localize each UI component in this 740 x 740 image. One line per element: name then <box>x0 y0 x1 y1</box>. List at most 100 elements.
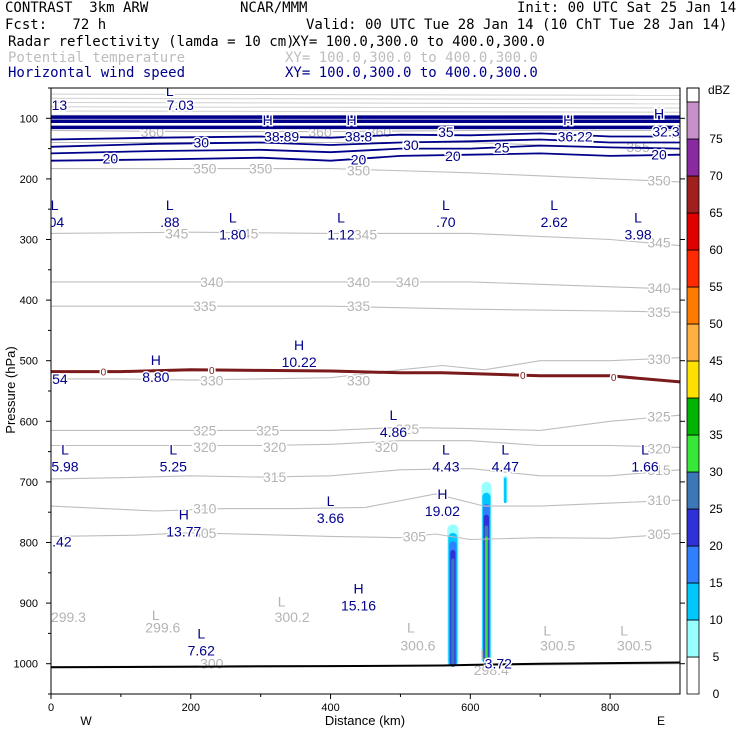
theta-min-marker: L <box>152 607 160 623</box>
colorbar-label: 75 <box>709 132 723 146</box>
colorbar-label: 70 <box>709 169 723 183</box>
extremum-value: .88 <box>160 214 180 230</box>
theta-contour-350 <box>51 168 680 183</box>
theta-label: 299.3 <box>51 609 86 625</box>
extremum-value: 15.16 <box>341 597 376 613</box>
theta-label: 330 <box>200 373 224 389</box>
extremum-value: 4.86 <box>380 424 407 440</box>
header-fcst: Fcst: 72 h <box>5 17 107 33</box>
extremum-value: 19.02 <box>425 503 460 519</box>
theta-label: 299.6 <box>145 619 180 635</box>
theta-contour-upper-3 <box>51 106 680 109</box>
wind-label: 20 <box>351 152 367 168</box>
colorbar-label: 65 <box>709 206 723 220</box>
freezing-level-line <box>51 368 680 384</box>
theta-label: 315 <box>263 469 287 485</box>
theta-min-marker: L <box>278 593 286 609</box>
x-endpoint-left: W <box>80 714 92 728</box>
colorbar-label: 55 <box>709 280 723 294</box>
y-tick-label: 600 <box>20 416 38 428</box>
extremum-value: 5.25 <box>160 459 187 475</box>
theta-contour-340 <box>51 281 680 290</box>
wind-contour-35 <box>51 132 680 141</box>
wind-label: 30 <box>193 135 209 151</box>
wind-extremum-marker: H <box>263 112 273 128</box>
extremum-marker: L <box>550 197 558 213</box>
theta-label: 350 <box>347 162 371 178</box>
theta-contour-325 <box>51 414 680 431</box>
edge-value: 2.42 <box>44 533 71 549</box>
theta-contour-upper-4 <box>51 110 680 113</box>
colorbar-label: 50 <box>709 317 723 331</box>
wind-label: 35 <box>438 124 454 140</box>
theta-contour-upper-0 <box>51 93 680 96</box>
extremum-value: 10.22 <box>282 354 317 370</box>
colorbar-swatch-55 <box>686 249 700 288</box>
colorbar-label: 35 <box>709 428 723 442</box>
x-axis-title: Distance (km) <box>325 713 405 728</box>
theta-label: 325 <box>647 408 671 424</box>
freezing-level-label: 0 <box>209 366 215 377</box>
extremum-marker: H <box>294 337 304 353</box>
theta-label: 320 <box>375 439 399 455</box>
extremum-value: 3.66 <box>317 510 344 526</box>
extremum-marker: L <box>197 625 205 641</box>
extremum-marker: L <box>442 197 450 213</box>
theta-label: 305 <box>193 525 217 541</box>
wind-label: 38.89 <box>264 128 299 144</box>
extremum-marker: L <box>641 442 649 458</box>
theta-label: 325 <box>193 422 217 438</box>
y-tick-label: 800 <box>20 538 38 550</box>
theta-label: 300 <box>200 656 224 672</box>
edge-value: .54 <box>48 371 68 387</box>
colorbar-swatch-45 <box>686 323 700 362</box>
theta-label: 330 <box>347 373 371 389</box>
wind-label: 7.03 <box>167 97 194 113</box>
y-axis-title: Pressure (hPa) <box>3 346 18 433</box>
extremum-marker: H <box>353 580 363 596</box>
colorbar-label: 25 <box>709 502 723 516</box>
extremum-value: 1.80 <box>219 227 246 243</box>
colorbar-swatch-65 <box>686 175 700 214</box>
theta-label: 340 <box>396 274 420 290</box>
theta-label: 345 <box>354 227 378 243</box>
header-init: Init: 00 UTC Sat 25 Jan 14 <box>517 0 737 16</box>
theta-label: 325 <box>256 422 280 438</box>
extremum-marker: L <box>51 197 59 213</box>
theta-label: 335 <box>193 298 217 314</box>
extremum-value: 4.47 <box>492 459 519 475</box>
theta-label: 340 <box>200 274 224 290</box>
colorbar-label: 60 <box>709 243 723 257</box>
x-tick-label: 400 <box>321 702 339 714</box>
colorbar-swatch-40 <box>686 360 700 399</box>
theta-label: 335 <box>347 298 371 314</box>
theta-label: 350 <box>647 173 671 189</box>
theta-min-marker: L <box>407 619 415 635</box>
theta-label: 345 <box>647 235 671 251</box>
theta-label: 350 <box>193 161 217 177</box>
x-tick-label: 200 <box>182 702 200 714</box>
colorbar-label: 0 <box>713 687 720 701</box>
colorbar-swatch-50 <box>686 286 700 325</box>
theta-contour-320 <box>51 440 680 448</box>
field-name-wind: Horizontal wind speed <box>8 65 186 81</box>
extremum-marker: L <box>327 493 335 509</box>
header-project: CONTRAST 3km ARW <box>5 0 149 16</box>
colorbar-swatch-60 <box>686 212 700 251</box>
theta-contour-315 <box>51 468 680 480</box>
x-tick-label: 800 <box>601 702 619 714</box>
wind-contour-30 <box>51 138 680 148</box>
y-tick-label: 200 <box>20 174 38 186</box>
theta-label: 320 <box>193 439 217 455</box>
colorbar-swatch-25 <box>686 471 700 510</box>
theta-label: 305 <box>647 526 671 542</box>
theta-label: 345 <box>235 225 259 241</box>
colorbar-unit: dBZ <box>708 83 730 97</box>
y-tick-label: 300 <box>20 235 38 247</box>
extremum-marker: L <box>501 442 509 458</box>
theta-contour-upper-1 <box>51 97 680 100</box>
theta-label: 300.2 <box>275 609 310 625</box>
